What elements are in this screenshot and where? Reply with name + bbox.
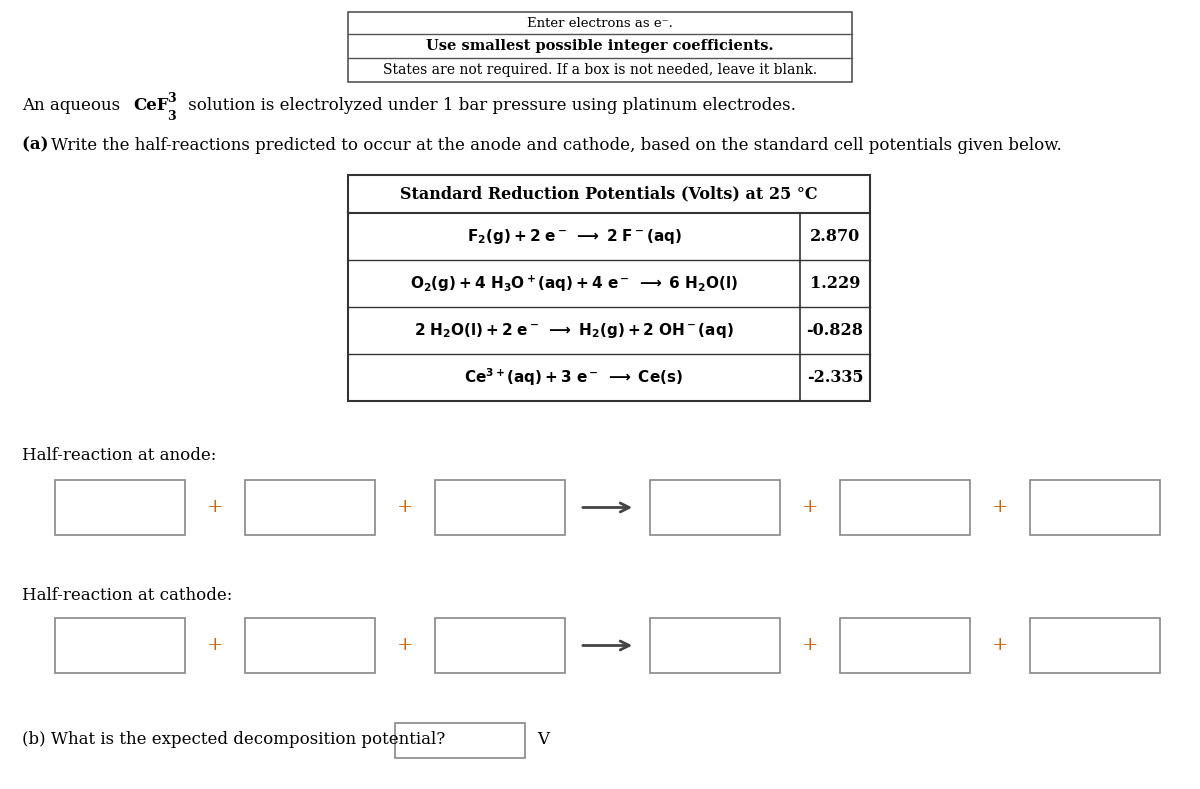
Text: +: +	[206, 499, 223, 517]
Text: -2.335: -2.335	[806, 369, 863, 386]
Bar	[436, 618, 565, 673]
Text: States are not required. If a box is not needed, leave it blank.: States are not required. If a box is not…	[383, 63, 817, 77]
Text: 1.229: 1.229	[810, 275, 860, 292]
Text: solution is electrolyzed under 1 bar pressure using platinum electrodes.: solution is electrolyzed under 1 bar pre…	[182, 96, 796, 114]
Text: +: +	[991, 637, 1008, 655]
Text: $\mathbf{O_2(g) + 4\ H_3O^+(aq) + 4\ e^-\ \longrightarrow\ 6\ H_2O(l)}$: $\mathbf{O_2(g) + 4\ H_3O^+(aq) + 4\ e^-…	[410, 273, 738, 294]
Text: $\mathbf{Ce^{3+}(aq) + 3\ e^-\ \longrightarrow\ Ce(s)}$: $\mathbf{Ce^{3+}(aq) + 3\ e^-\ \longrigh…	[464, 367, 684, 388]
Text: $\mathbf{2\ H_2O(l) + 2\ e^-\ \longrightarrow\ H_2(g) + 2\ OH^-(aq)}$: $\mathbf{2\ H_2O(l) + 2\ e^-\ \longright…	[414, 321, 734, 340]
Bar	[395, 723, 526, 757]
Bar	[348, 12, 852, 82]
Text: (b) What is the expected decomposition potential?: (b) What is the expected decomposition p…	[22, 731, 445, 749]
Bar	[55, 480, 185, 535]
Text: 3: 3	[167, 92, 175, 105]
Bar	[650, 618, 780, 673]
Text: Half-reaction at anode:: Half-reaction at anode:	[22, 447, 216, 463]
Text: Use smallest possible integer coefficients.: Use smallest possible integer coefficien…	[426, 39, 774, 53]
Text: V: V	[538, 731, 550, 749]
Text: 2.870: 2.870	[810, 228, 860, 245]
Text: CeF: CeF	[133, 96, 168, 114]
Text: Enter electrons as e⁻.: Enter electrons as e⁻.	[527, 17, 673, 29]
Text: +: +	[397, 499, 413, 517]
Text: Standard Reduction Potentials (Volts) at 25 °C: Standard Reduction Potentials (Volts) at…	[400, 185, 818, 203]
Text: An aqueous: An aqueous	[22, 96, 125, 114]
Bar	[1030, 480, 1160, 535]
Bar	[840, 480, 970, 535]
Text: +: +	[802, 637, 818, 655]
Bar	[55, 618, 185, 673]
Text: -0.828: -0.828	[806, 322, 864, 339]
Text: +: +	[397, 637, 413, 655]
Bar	[245, 618, 374, 673]
Text: Half-reaction at cathode:: Half-reaction at cathode:	[22, 586, 233, 604]
Bar	[436, 480, 565, 535]
Text: +: +	[991, 499, 1008, 517]
Bar	[348, 175, 870, 401]
Text: $\mathbf{F_2(g) + 2\ e^-\ \longrightarrow\ 2\ F^-(aq)}$: $\mathbf{F_2(g) + 2\ e^-\ \longrightarro…	[467, 227, 682, 246]
Bar	[1030, 618, 1160, 673]
Text: Write the half-reactions predicted to occur at the anode and cathode, based on t: Write the half-reactions predicted to oc…	[50, 136, 1062, 154]
Text: +: +	[206, 637, 223, 655]
Text: 3: 3	[167, 110, 175, 123]
Text: (a): (a)	[22, 136, 54, 154]
Text: +: +	[802, 499, 818, 517]
Bar	[245, 480, 374, 535]
Bar	[650, 480, 780, 535]
Bar	[840, 618, 970, 673]
